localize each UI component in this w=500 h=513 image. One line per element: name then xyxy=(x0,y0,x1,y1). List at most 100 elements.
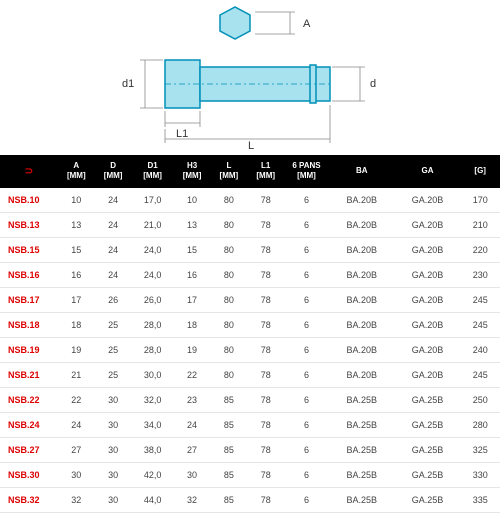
technical-diagram: A d1 d L1 L xyxy=(0,0,500,155)
data-cell: 280 xyxy=(460,412,500,437)
header-ref-icon: ⊃ xyxy=(0,155,58,188)
data-cell: GA.25B xyxy=(395,412,461,437)
data-cell: 10 xyxy=(58,188,95,213)
data-cell: BA.20B xyxy=(329,212,395,237)
column-header: L1[MM] xyxy=(247,155,284,188)
data-cell: 16 xyxy=(174,262,211,287)
data-cell: 28,0 xyxy=(132,312,174,337)
table-row: NSB.13132421,01380786BA.20BGA.20B210 xyxy=(0,212,500,237)
socket-body xyxy=(165,60,330,108)
data-cell: 78 xyxy=(247,188,284,213)
data-cell: GA.20B xyxy=(395,212,461,237)
data-cell: GA.20B xyxy=(395,362,461,387)
data-cell: 6 xyxy=(284,412,329,437)
data-cell: 78 xyxy=(247,312,284,337)
data-cell: 24 xyxy=(95,188,132,213)
data-cell: 24 xyxy=(58,412,95,437)
data-cell: 22 xyxy=(58,387,95,412)
column-header: 6 PANS[MM] xyxy=(284,155,329,188)
ref-cell: NSB.17 xyxy=(0,287,58,312)
data-cell: 170 xyxy=(460,188,500,213)
table-row: NSB.30303042,03085786BA.25BGA.25B330 xyxy=(0,462,500,487)
data-cell: 30,0 xyxy=(132,362,174,387)
data-cell: 250 xyxy=(460,387,500,412)
data-cell: 26 xyxy=(95,287,132,312)
ref-cell: NSB.16 xyxy=(0,262,58,287)
data-cell: BA.25B xyxy=(329,387,395,412)
data-cell: 230 xyxy=(460,262,500,287)
hex-shape xyxy=(220,7,250,39)
ref-cell: NSB.24 xyxy=(0,412,58,437)
data-cell: 6 xyxy=(284,462,329,487)
socket-diagram-svg xyxy=(105,5,405,150)
data-cell: 32,0 xyxy=(132,387,174,412)
data-cell: 6 xyxy=(284,437,329,462)
ref-cell: NSB.27 xyxy=(0,437,58,462)
data-cell: BA.25B xyxy=(329,462,395,487)
column-header: D1[MM] xyxy=(132,155,174,188)
data-cell: 34,0 xyxy=(132,412,174,437)
data-cell: GA.25B xyxy=(395,387,461,412)
data-cell: 245 xyxy=(460,287,500,312)
data-cell: 38,0 xyxy=(132,437,174,462)
ref-cell: NSB.22 xyxy=(0,387,58,412)
data-cell: GA.20B xyxy=(395,287,461,312)
data-cell: BA.20B xyxy=(329,312,395,337)
data-cell: 25 xyxy=(95,312,132,337)
data-cell: 24 xyxy=(174,412,211,437)
data-cell: 210 xyxy=(460,212,500,237)
data-cell: 6 xyxy=(284,337,329,362)
data-cell: 42,0 xyxy=(132,462,174,487)
data-cell: 30 xyxy=(95,387,132,412)
table-row: NSB.16162424,01680786BA.20BGA.20B230 xyxy=(0,262,500,287)
data-cell: 25 xyxy=(95,337,132,362)
data-cell: 16 xyxy=(58,262,95,287)
data-cell: 19 xyxy=(174,337,211,362)
column-header: BA xyxy=(329,155,395,188)
data-cell: 21,0 xyxy=(132,212,174,237)
data-cell: 23 xyxy=(174,387,211,412)
table-row: NSB.27273038,02785786BA.25BGA.25B325 xyxy=(0,437,500,462)
data-cell: 80 xyxy=(210,362,247,387)
data-cell: 78 xyxy=(247,437,284,462)
data-cell: 78 xyxy=(247,337,284,362)
data-cell: 85 xyxy=(210,387,247,412)
data-cell: 6 xyxy=(284,237,329,262)
data-cell: 17 xyxy=(58,287,95,312)
data-cell: 30 xyxy=(95,437,132,462)
table-row: NSB.24243034,02485786BA.25BGA.25B280 xyxy=(0,412,500,437)
data-cell: 26,0 xyxy=(132,287,174,312)
data-cell: 80 xyxy=(210,237,247,262)
data-cell: 78 xyxy=(247,287,284,312)
data-cell: 28,0 xyxy=(132,337,174,362)
data-cell: 240 xyxy=(460,337,500,362)
spec-table-wrap: ⊃A[MM]D[MM]D1[MM]H3[MM]L[MM]L1[MM]6 PANS… xyxy=(0,155,500,513)
data-cell: BA.20B xyxy=(329,362,395,387)
data-cell: 78 xyxy=(247,462,284,487)
data-cell: 6 xyxy=(284,262,329,287)
data-cell: BA.20B xyxy=(329,262,395,287)
data-cell: GA.20B xyxy=(395,237,461,262)
column-header: H3[MM] xyxy=(174,155,211,188)
column-header: L[MM] xyxy=(210,155,247,188)
ref-cell: NSB.21 xyxy=(0,362,58,387)
data-cell: 24,0 xyxy=(132,262,174,287)
table-row: NSB.18182528,01880786BA.20BGA.20B245 xyxy=(0,312,500,337)
ref-cell: NSB.13 xyxy=(0,212,58,237)
data-cell: 6 xyxy=(284,287,329,312)
column-header: GA xyxy=(395,155,461,188)
data-cell: 6 xyxy=(284,212,329,237)
label-d: d xyxy=(370,78,376,90)
data-cell: 27 xyxy=(174,437,211,462)
data-cell: 25 xyxy=(95,362,132,387)
data-cell: 30 xyxy=(95,412,132,437)
data-cell: 17,0 xyxy=(132,188,174,213)
data-cell: 78 xyxy=(247,362,284,387)
data-cell: 30 xyxy=(58,462,95,487)
data-cell: 325 xyxy=(460,437,500,462)
ref-cell: NSB.19 xyxy=(0,337,58,362)
data-cell: 18 xyxy=(58,312,95,337)
table-row: NSB.19192528,01980786BA.20BGA.20B240 xyxy=(0,337,500,362)
data-cell: 80 xyxy=(210,262,247,287)
data-cell: 78 xyxy=(247,387,284,412)
